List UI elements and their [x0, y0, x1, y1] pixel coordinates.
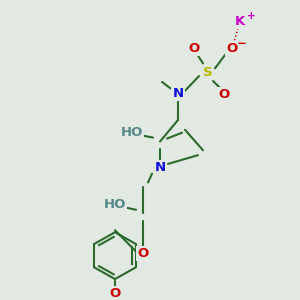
Text: HO: HO — [104, 198, 126, 212]
Text: O: O — [188, 42, 200, 55]
Text: N: N — [172, 87, 184, 100]
Text: O: O — [218, 88, 230, 101]
Text: N: N — [154, 161, 166, 174]
Text: O: O — [137, 247, 148, 260]
Text: O: O — [110, 287, 121, 300]
Text: K: K — [235, 15, 245, 28]
Text: S: S — [203, 66, 213, 79]
Text: +: + — [247, 11, 255, 21]
Text: −: − — [237, 38, 247, 50]
Text: HO: HO — [121, 126, 143, 139]
Text: O: O — [226, 42, 238, 55]
